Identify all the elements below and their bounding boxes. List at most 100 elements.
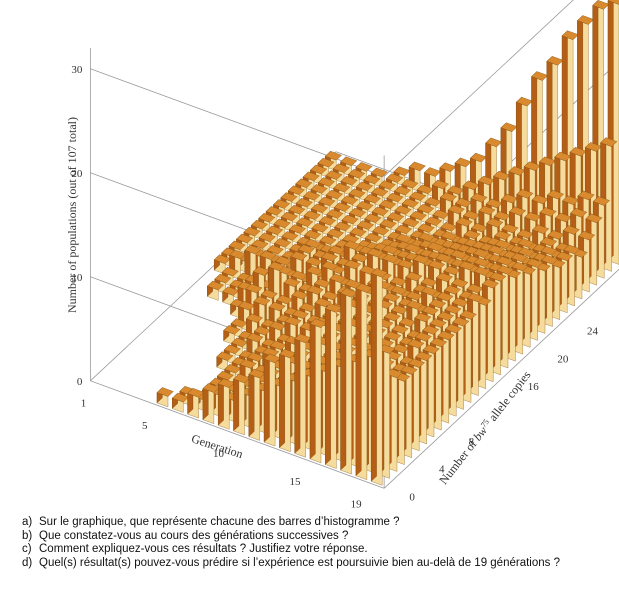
bar-top-face <box>422 325 440 335</box>
bar-top-face <box>306 285 324 295</box>
bar-top-face <box>496 256 514 266</box>
bar-top-face <box>334 221 352 232</box>
bar-top-face <box>451 278 469 288</box>
bar-top-face <box>303 191 321 201</box>
bar-top-face <box>436 311 455 321</box>
bar-top-face <box>496 265 514 275</box>
bar-top-face <box>425 216 443 226</box>
z-tick-label: 0 <box>409 491 415 503</box>
bar-top-face <box>259 250 277 260</box>
bar-top-face <box>409 210 427 221</box>
bar-top-face <box>607 0 619 5</box>
bar-top-face <box>304 229 322 240</box>
bar-top-face <box>407 338 425 349</box>
bar-top-face <box>439 192 457 202</box>
bar-top-face <box>577 190 595 201</box>
bar-top-face <box>407 358 425 368</box>
bar-top-face <box>570 207 588 218</box>
z-tick-label: 8 <box>469 436 475 448</box>
floor-left-edge <box>90 380 385 489</box>
bar-top-face <box>494 239 512 250</box>
bar-top-face <box>344 259 362 270</box>
bar-top-face <box>320 252 339 262</box>
bar-top-face <box>478 205 496 216</box>
bar-top-face <box>371 187 389 197</box>
x-tick-label: 19 <box>351 498 363 510</box>
bar-top-face <box>379 219 397 229</box>
bar-top-face <box>444 323 462 334</box>
bar-top-face <box>349 207 367 218</box>
bar-top-face <box>311 203 329 214</box>
bar-top-face <box>450 249 468 260</box>
bar-top-face <box>427 242 445 252</box>
bar-top-face <box>540 245 558 256</box>
bar-top-face <box>363 174 381 185</box>
bar-top-face <box>236 233 254 244</box>
bar-top-face <box>563 244 581 255</box>
bar-top-face <box>546 189 565 200</box>
bar-top-face <box>532 224 550 234</box>
bar-top-face <box>366 248 384 258</box>
bar-top-face <box>501 223 519 234</box>
bar-top-face <box>473 266 492 276</box>
bar-top-face <box>555 251 573 262</box>
bar-side-face <box>248 368 255 437</box>
bar-top-face <box>280 211 299 222</box>
bar-top-face <box>459 310 477 320</box>
bar-top-face <box>250 219 268 230</box>
bar-top-face <box>467 292 485 303</box>
bar-side-face <box>279 348 285 449</box>
bar-top-face <box>386 173 404 183</box>
bar-top-face <box>296 217 314 227</box>
bar-top-face <box>516 189 534 199</box>
bar-top-face <box>281 231 299 241</box>
bar-top-face <box>447 204 465 215</box>
bar-top-face <box>325 170 343 180</box>
grid-line-left <box>90 68 385 177</box>
bar-top-face <box>288 204 306 215</box>
bar-top-face <box>318 216 337 226</box>
x-tick-label: 1 <box>81 398 87 410</box>
floor-back-edge <box>383 268 619 489</box>
bar-top-face <box>428 260 446 270</box>
bar-top-face <box>356 220 375 230</box>
bar-top-face <box>228 240 246 251</box>
bar-top-face <box>390 285 408 296</box>
bar-top-face <box>273 199 291 209</box>
question-letter: d) <box>22 556 33 569</box>
bar-top-face <box>370 167 388 178</box>
bar-top-face <box>245 313 264 323</box>
bar-top-face <box>430 337 448 348</box>
bar-top-face <box>221 266 239 277</box>
bar-top-face <box>349 227 367 237</box>
bar-top-face <box>356 200 374 211</box>
bar-top-face <box>435 272 454 283</box>
bar-top-face <box>382 253 400 264</box>
question-b: b) Que constatez-vous au cours des génér… <box>22 530 612 544</box>
bar-top-face <box>265 206 283 216</box>
bar-top-face <box>401 198 419 208</box>
bar-top-face <box>206 280 225 291</box>
z-tick-label: 16 <box>528 381 540 393</box>
z-tick-label: 20 <box>557 353 569 365</box>
bar-top-face <box>266 225 284 236</box>
grid-line-right <box>383 0 574 177</box>
bar-top-face <box>437 330 455 341</box>
bar-top-face <box>435 253 453 263</box>
bar-top-face <box>246 332 264 343</box>
bar-top-face <box>283 277 301 288</box>
bar-top-face <box>295 197 313 208</box>
bar-top-face <box>510 252 529 263</box>
question-letter: b) <box>22 529 33 542</box>
bar-top-face <box>302 171 320 182</box>
bar-top-face <box>280 192 298 202</box>
bar-side-face <box>340 287 347 471</box>
bar-top-face <box>287 185 305 195</box>
bar-top-face <box>295 178 313 189</box>
bar-top-face <box>319 235 337 245</box>
bar-top-face <box>318 196 336 207</box>
bar-side-face <box>371 267 377 482</box>
bar-top-face <box>578 230 596 241</box>
bar-top-face <box>372 225 390 236</box>
bar-side-face <box>218 378 224 426</box>
